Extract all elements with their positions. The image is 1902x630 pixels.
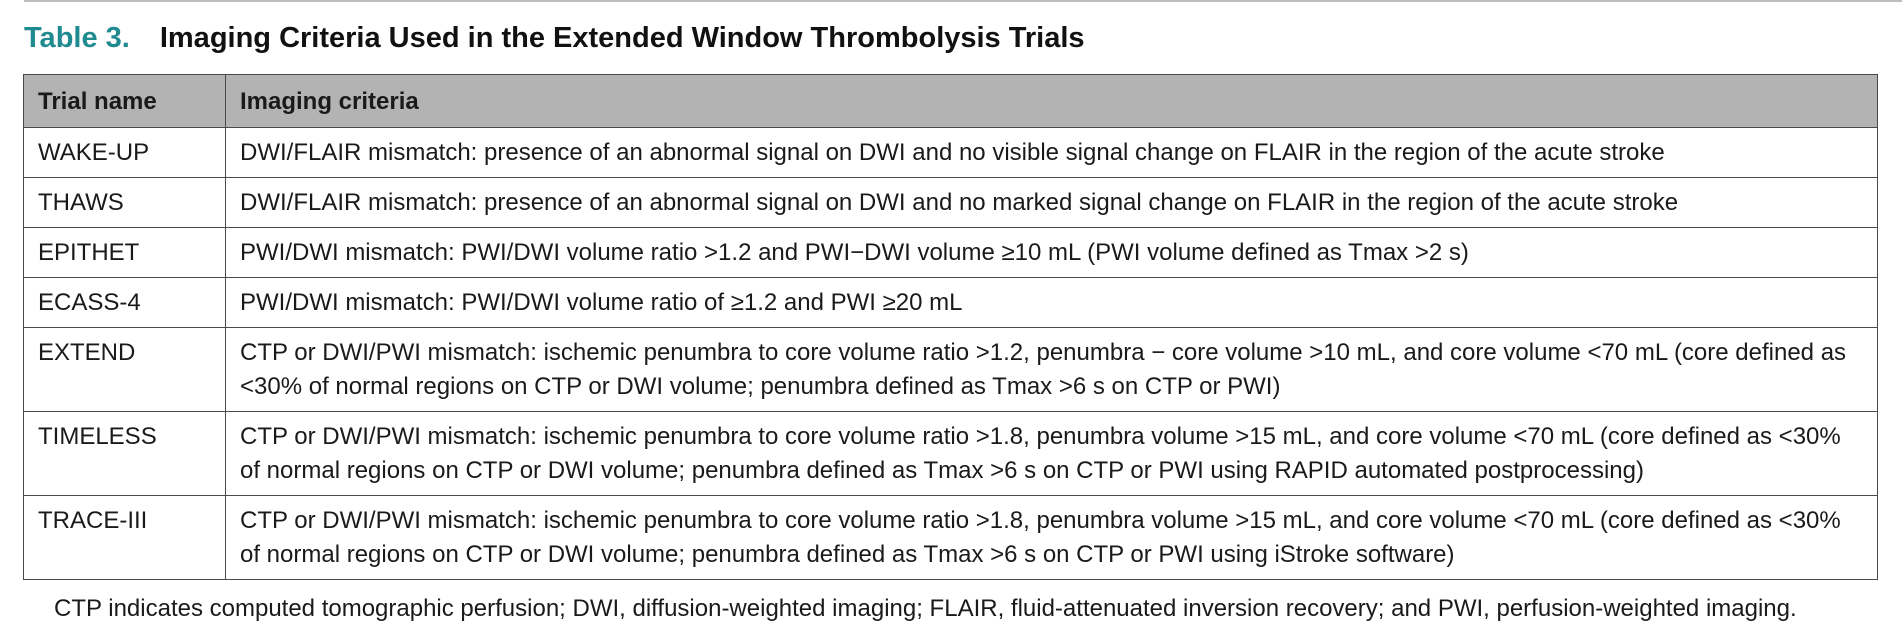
criteria-cell: CTP or DWI/PWI mismatch: ischemic penumb…	[225, 411, 1878, 496]
trial-name-cell: TIMELESS	[23, 411, 226, 496]
table-footnote: CTP indicates computed tomographic perfu…	[54, 595, 1797, 622]
table-row: TRACE-III CTP or DWI/PWI mismatch: ische…	[23, 495, 1878, 580]
table-label: Table 3.	[24, 22, 130, 54]
criteria-cell: DWI/FLAIR mismatch: presence of an abnor…	[225, 177, 1878, 228]
criteria-cell: PWI/DWI mismatch: PWI/DWI volume ratio >…	[225, 227, 1878, 278]
table-row: EPITHET PWI/DWI mismatch: PWI/DWI volume…	[23, 227, 1878, 278]
table-header: Trial name Imaging criteria	[23, 74, 1878, 128]
imaging-criteria-table: Trial name Imaging criteria WAKE-UP DWI/…	[23, 74, 1878, 580]
table-row: TIMELESS CTP or DWI/PWI mismatch: ischem…	[23, 411, 1878, 496]
table-row: THAWS DWI/FLAIR mismatch: presence of an…	[23, 177, 1878, 228]
trial-name-cell: TRACE-III	[23, 495, 226, 580]
table-row: ECASS-4 PWI/DWI mismatch: PWI/DWI volume…	[23, 277, 1878, 328]
trial-name-cell: WAKE-UP	[23, 127, 226, 178]
table-row: EXTEND CTP or DWI/PWI mismatch: ischemic…	[23, 327, 1878, 412]
header-imaging-criteria: Imaging criteria	[225, 74, 1878, 128]
table-body: WAKE-UP DWI/FLAIR mismatch: presence of …	[23, 127, 1878, 580]
criteria-cell: CTP or DWI/PWI mismatch: ischemic penumb…	[225, 327, 1878, 412]
header-trial-name: Trial name	[23, 74, 226, 128]
table-caption: Table 3. Imaging Criteria Used in the Ex…	[24, 22, 1085, 62]
table-row: WAKE-UP DWI/FLAIR mismatch: presence of …	[23, 127, 1878, 178]
criteria-cell: DWI/FLAIR mismatch: presence of an abnor…	[225, 127, 1878, 178]
trial-name-cell: ECASS-4	[23, 277, 226, 328]
table-title: Imaging Criteria Used in the Extended Wi…	[159, 22, 1085, 54]
trial-name-cell: THAWS	[23, 177, 226, 228]
criteria-cell: CTP or DWI/PWI mismatch: ischemic penumb…	[225, 495, 1878, 580]
criteria-cell: PWI/DWI mismatch: PWI/DWI volume ratio o…	[225, 277, 1878, 328]
trial-name-cell: EXTEND	[23, 327, 226, 412]
top-rule	[24, 0, 1902, 2]
trial-name-cell: EPITHET	[23, 227, 226, 278]
header-row: Trial name Imaging criteria	[23, 74, 1878, 128]
